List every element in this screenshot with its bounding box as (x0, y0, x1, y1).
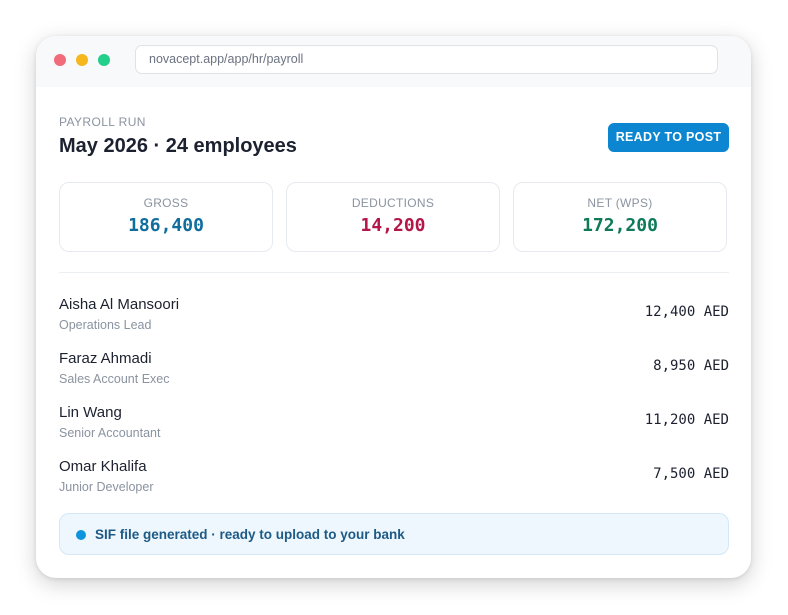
employee-role: Sales Account Exec (59, 372, 170, 386)
employee-name: Aisha Al Mansoori (59, 296, 180, 313)
employee-row[interactable]: Aisha Al Mansoori Operations Lead 12,400… (59, 294, 729, 348)
employee-row[interactable]: Omar Khalifa Junior Developer 7,500 AED (59, 456, 729, 510)
employee-name: Lin Wang (59, 404, 122, 421)
net-label: NET (WPS) (587, 196, 653, 210)
net-card: NET (WPS) 172,200 (513, 182, 727, 252)
employee-amount: 12,400 AED (644, 304, 729, 320)
info-dot-icon (76, 530, 86, 540)
gross-value: 186,400 (128, 215, 204, 236)
employee-amount: 8,950 AED (653, 358, 729, 374)
divider (59, 272, 729, 273)
employee-list: Aisha Al Mansoori Operations Lead 12,400… (59, 294, 729, 510)
gross-label: GROSS (143, 196, 189, 210)
employee-row[interactable]: Faraz Ahmadi Sales Account Exec 8,950 AE… (59, 348, 729, 402)
section-eyebrow: PAYROLL RUN (59, 115, 146, 129)
deductions-label: DEDUCTIONS (351, 196, 435, 210)
employee-role: Senior Accountant (59, 426, 161, 440)
employee-role: Operations Lead (59, 318, 152, 332)
employee-amount: 7,500 AED (653, 466, 729, 482)
deductions-value: 14,200 (360, 215, 426, 236)
ready-to-post-button[interactable]: READY TO POST (608, 123, 729, 152)
employee-name: Omar Khalifa (59, 458, 147, 475)
summary-cards: GROSS 186,400 DEDUCTIONS 14,200 NET (WPS… (59, 182, 729, 252)
page-title: May 2026 · 24 employees (59, 135, 297, 157)
deductions-card: DEDUCTIONS 14,200 (286, 182, 500, 252)
employee-amount: 11,200 AED (644, 412, 729, 428)
employee-role: Junior Developer (59, 480, 154, 494)
minimize-window-button[interactable] (76, 54, 88, 66)
gross-card: GROSS 186,400 (59, 182, 273, 252)
browser-window: novacept.app/app/hr/payroll PAYROLL RUN … (36, 36, 751, 578)
net-value: 172,200 (582, 215, 658, 236)
employee-row[interactable]: Lin Wang Senior Accountant 11,200 AED (59, 402, 729, 456)
sif-notice-banner: SIF file generated · ready to upload to … (59, 513, 729, 555)
notice-text: SIF file generated · ready to upload to … (95, 527, 405, 542)
close-window-button[interactable] (54, 54, 66, 66)
address-bar[interactable]: novacept.app/app/hr/payroll (135, 45, 718, 74)
employee-name: Faraz Ahmadi (59, 350, 152, 367)
browser-titlebar: novacept.app/app/hr/payroll (36, 36, 751, 87)
maximize-window-button[interactable] (98, 54, 110, 66)
